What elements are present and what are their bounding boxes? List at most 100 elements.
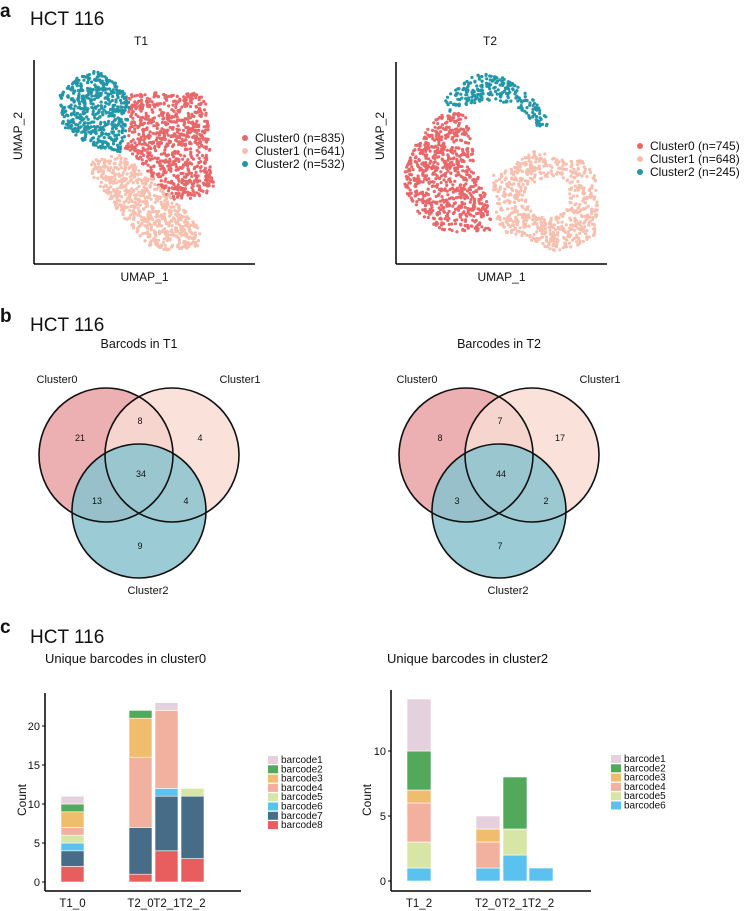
- umap-point-cluster1: [177, 241, 181, 245]
- umap-point-cluster0: [432, 121, 436, 125]
- umap-point-cluster1: [561, 160, 565, 164]
- umap-point-cluster2: [93, 116, 97, 120]
- umap-point-cluster1: [594, 213, 598, 217]
- umap-point-cluster1: [525, 233, 529, 237]
- umap-point-cluster2: [79, 89, 84, 93]
- umap-point-cluster1: [499, 207, 503, 212]
- umap-point-cluster0: [180, 177, 184, 182]
- umap-point-cluster0: [183, 101, 187, 105]
- umap-point-cluster0: [157, 114, 161, 118]
- umap-point-cluster0: [465, 178, 469, 182]
- umap-point-cluster2: [117, 147, 121, 151]
- umap-point-cluster1: [531, 169, 535, 173]
- umap-point-cluster1: [565, 179, 569, 183]
- umap-point-cluster0: [143, 93, 147, 97]
- umap-point-cluster0: [144, 159, 149, 163]
- umap-point-cluster2: [122, 97, 127, 101]
- umap-point-cluster1: [172, 234, 177, 238]
- umap-point-cluster1: [569, 245, 573, 249]
- umap-point-cluster1: [188, 235, 192, 239]
- umap-point-cluster0: [168, 125, 172, 130]
- umap-point-cluster1: [177, 223, 181, 227]
- umap-point-cluster1: [503, 177, 507, 181]
- umap-point-cluster0: [463, 205, 467, 209]
- umap-point-cluster0: [162, 128, 166, 132]
- umap-point-cluster1: [131, 209, 135, 213]
- umap-point-cluster0: [177, 159, 181, 163]
- umap-point-cluster0: [452, 131, 456, 135]
- umap-point-cluster1: [146, 216, 150, 220]
- umap-point-cluster1: [525, 205, 529, 209]
- umap-point-cluster1: [557, 160, 561, 164]
- umap-point-cluster0: [451, 187, 455, 191]
- umap-point-cluster1: [509, 230, 513, 234]
- umap-point-cluster1: [590, 184, 594, 188]
- umap-point-cluster1: [130, 187, 134, 191]
- umap-point-cluster0: [192, 91, 196, 95]
- umap-point-cluster1: [577, 206, 581, 210]
- umap-point-cluster0: [463, 202, 467, 206]
- bar-segment-T2_1-barcode8: [154, 850, 179, 883]
- umap-point-cluster1: [134, 212, 138, 216]
- umap-point-cluster0: [456, 111, 461, 116]
- y-tick-label: 15: [28, 760, 40, 772]
- umap-point-cluster0: [197, 110, 201, 114]
- umap-point-cluster1: [500, 174, 504, 178]
- umap-point-cluster2: [75, 116, 79, 120]
- x-axis-label: UMAP_1: [477, 270, 525, 284]
- umap-point-cluster1: [494, 210, 498, 214]
- umap-point-cluster1: [578, 159, 582, 163]
- umap-point-cluster0: [408, 178, 412, 182]
- umap-point-cluster1: [159, 188, 163, 192]
- umap-point-cluster1: [165, 239, 169, 243]
- umap-point-cluster1: [511, 210, 515, 214]
- umap-point-cluster0: [470, 195, 475, 199]
- umap-point-cluster2: [115, 123, 119, 127]
- umap-point-cluster1: [93, 162, 97, 166]
- umap-point-cluster1: [153, 187, 157, 191]
- umap-point-cluster0: [453, 179, 457, 183]
- umap-point-cluster0: [437, 226, 442, 230]
- umap-point-cluster0: [455, 186, 459, 190]
- umap-point-cluster0: [146, 114, 150, 118]
- umap-point-cluster2: [77, 92, 81, 96]
- umap-point-cluster0: [160, 164, 165, 168]
- umap-point-cluster0: [470, 224, 474, 228]
- umap-point-cluster1: [498, 218, 502, 222]
- umap-point-cluster1: [524, 162, 529, 166]
- umap-point-cluster2: [97, 92, 101, 96]
- venn-outline: [431, 443, 567, 579]
- umap-point-cluster1: [146, 213, 150, 217]
- umap-point-cluster0: [185, 131, 190, 135]
- umap-point-cluster0: [204, 111, 208, 115]
- umap-point-cluster0: [469, 197, 473, 202]
- umap-point-cluster1: [98, 184, 102, 188]
- umap-point-cluster1: [548, 228, 552, 232]
- umap-point-cluster1: [122, 200, 126, 204]
- umap-point-cluster0: [176, 188, 180, 192]
- umap-point-cluster2: [118, 150, 122, 154]
- umap-point-cluster0: [176, 135, 180, 139]
- umap-point-cluster1: [572, 224, 576, 228]
- umap-point-cluster1: [515, 223, 519, 227]
- umap-point-cluster1: [172, 205, 176, 209]
- umap-point-cluster0: [208, 165, 212, 169]
- umap-point-cluster1: [507, 213, 512, 217]
- umap-point-cluster0: [161, 172, 165, 177]
- umap-point-cluster0: [172, 143, 176, 147]
- venn-title: Barcods in T1: [101, 337, 178, 351]
- umap-point-cluster2: [535, 115, 539, 119]
- umap-point-cluster0: [451, 183, 455, 187]
- umap-point-cluster1: [537, 164, 541, 168]
- umap-point-cluster2: [119, 91, 123, 95]
- umap-point-cluster1: [572, 228, 577, 232]
- umap-point-cluster1: [551, 232, 555, 236]
- umap-point-cluster2: [498, 99, 503, 103]
- umap-point-cluster0: [463, 132, 467, 137]
- umap-point-cluster2: [89, 91, 93, 95]
- umap-point-cluster0: [469, 208, 473, 212]
- umap-point-cluster1: [578, 241, 582, 245]
- umap-point-cluster1: [542, 164, 546, 168]
- bar-segment-T1_0-barcode5: [60, 834, 85, 844]
- umap-point-cluster0: [179, 171, 183, 176]
